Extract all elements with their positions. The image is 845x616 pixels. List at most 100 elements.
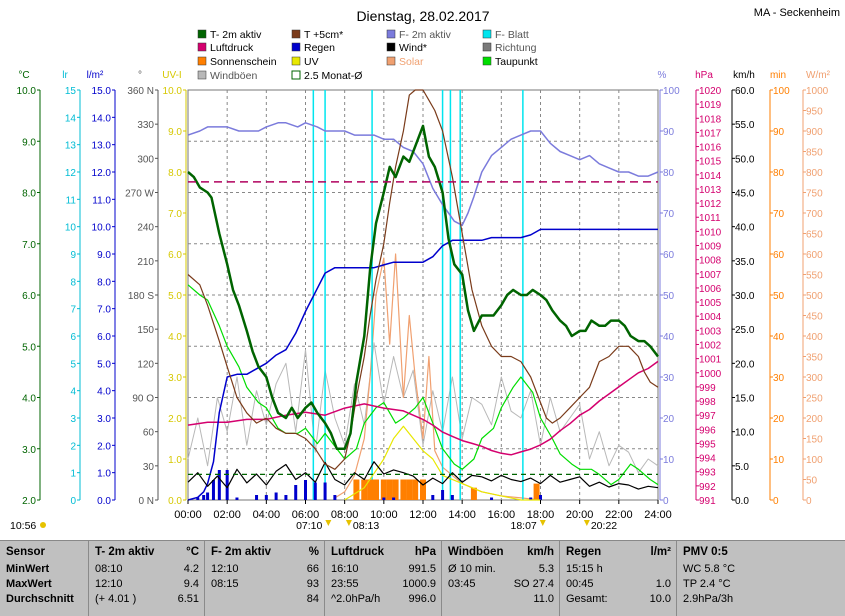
legend-swatch <box>197 56 207 66</box>
stats-header: Windböen km/h <box>448 546 554 561</box>
axis-tick-label: 20 <box>663 414 675 425</box>
axis-tick-label: 1.0 <box>168 455 182 466</box>
legend-label: Windböen <box>210 70 257 82</box>
axis-tick-label: 360 N <box>127 86 154 97</box>
series-line <box>344 425 541 501</box>
axis-tick-label: 850 <box>806 148 823 159</box>
axis-tick-label: 1008 <box>699 256 722 267</box>
axis-tick-label: 30 <box>663 373 675 384</box>
stats-cell-time: 00:45 <box>566 578 594 590</box>
axis-tick-label: 45.0 <box>735 189 755 200</box>
stats-cell-value: 6.51 <box>177 593 199 605</box>
axis-tick-label: 80 <box>773 168 785 179</box>
x-axis: 00:00 02:00 04:00 06:00 08:00 10:00 12:00 14:00… <box>174 500 672 521</box>
rain-bar <box>274 492 278 500</box>
legend-swatch <box>291 42 301 52</box>
axis-tick-label: 7 <box>70 305 76 316</box>
axis-tick-label: 200 <box>806 414 823 425</box>
axis-header: % <box>658 70 667 81</box>
stats-row: 08:15 93 <box>211 578 319 593</box>
legend-label: Sonnenschein <box>210 56 277 68</box>
axis-tick-label: 7.0 <box>97 305 111 316</box>
sunshine-bar <box>420 479 426 500</box>
stats-header-unit: l/m² <box>650 546 671 558</box>
legend-label: Taupunkt <box>495 56 538 68</box>
axis-tick-label: 90 <box>773 127 785 138</box>
axis-tick-label: 10.0 <box>92 223 112 234</box>
rain-bar <box>225 470 229 500</box>
x-tick-label: 20:00 <box>566 509 594 521</box>
axis-tick-label: 50 <box>773 291 785 302</box>
x-tick-label: 02:00 <box>213 509 241 521</box>
legend-swatch <box>386 29 396 39</box>
series-line <box>187 342 659 474</box>
sunshine-bar <box>386 479 393 500</box>
rain-bar <box>333 495 337 500</box>
grid <box>188 90 658 500</box>
stats-header-label: T- 2m aktiv <box>95 546 155 558</box>
axis-tick-label: 11 <box>66 195 77 206</box>
axis-tick-label: 998 <box>699 397 716 408</box>
stats-cell-time: (+ 4.01 ) <box>95 593 137 605</box>
axis-tick-label: 1018 <box>699 114 722 125</box>
rain-bar <box>284 495 288 500</box>
sunshine-bar <box>406 479 413 500</box>
stats-header: Luftdruck hPa <box>331 546 436 561</box>
axis-tick-label: 100 <box>663 86 680 97</box>
axis-tick-label: 60 <box>773 250 785 261</box>
series-line <box>187 228 658 501</box>
stats-cell-time: 12:10 <box>211 563 239 575</box>
stats-cell-time: ^2.0hPa/h <box>331 593 381 605</box>
sunshine-bar <box>470 487 477 500</box>
axis-tick-label: 0 <box>70 496 76 507</box>
axis-tick-label: 450 <box>806 312 823 323</box>
x-tick-label: 16:00 <box>488 509 516 521</box>
axis-tick-label: 5.0 <box>168 291 182 302</box>
stats-row: 84 <box>211 593 319 608</box>
axis-tick-label: 996 <box>699 425 716 436</box>
stats-cell-value: 27.4 <box>532 578 554 590</box>
x-tick-label: 24:00 <box>644 509 672 521</box>
axis-tick-label: 1000 <box>699 369 722 380</box>
series-line <box>187 360 659 456</box>
axis-tick-label: 1009 <box>699 242 722 253</box>
stats-column: Luftdruck hPa 16:10 991.5 23:55 1000.9 ^2.0hPa… <box>324 541 442 616</box>
axis-tick-label: 2 <box>70 441 76 452</box>
axis-tick-label: 6.0 <box>168 250 182 261</box>
axis-tick-label: 120 <box>137 359 154 370</box>
legend-swatch <box>291 29 301 39</box>
legend-swatch <box>386 56 396 66</box>
axis-tick-label: 30.0 <box>735 291 755 302</box>
legend-swatch <box>197 29 207 39</box>
axis-tick-label: 50.0 <box>735 154 755 165</box>
moon-time-label: 10:56 <box>10 520 36 532</box>
axis-header: min <box>770 70 786 81</box>
x-tick-label: 00:00 <box>174 509 202 521</box>
axis-tick-label: 30 <box>773 373 785 384</box>
series-line <box>187 124 659 451</box>
axis-tick-label: 991 <box>699 496 716 507</box>
axis-tick-label: 25.0 <box>735 325 755 336</box>
axis-tick-label: 1013 <box>699 185 722 196</box>
axis-tick-label: 8.0 <box>168 168 182 179</box>
axis-tick-label: 100 <box>806 455 823 466</box>
stats-row: MinWert <box>6 563 82 578</box>
sun-marker <box>583 520 590 526</box>
axis-tick-label: 0 <box>773 496 779 507</box>
axis-tick-label: 900 <box>806 127 823 138</box>
axis-tick-label: 0.0 <box>97 496 111 507</box>
axis-tick-label: 1017 <box>699 128 722 139</box>
axis-tick-label: 2.0 <box>168 414 182 425</box>
axis-tick-label: 210 <box>137 257 154 268</box>
sunshine-bar <box>380 479 387 500</box>
axis-tick-label: 90 <box>663 127 675 138</box>
axis-tick-label: 4.0 <box>97 387 111 398</box>
axis-tick-label: 4.0 <box>168 332 182 343</box>
stats-cell-value: 9.4 <box>183 578 199 590</box>
rain-bar <box>217 470 221 500</box>
axis-tick-label: 800 <box>806 168 823 179</box>
stats-row: Gesamt: 10.0 <box>566 593 671 608</box>
axis-tick-label: 6.0 <box>97 332 111 343</box>
axis-tick-label: 5.0 <box>97 359 111 370</box>
sun-time-label: 18:07 <box>511 520 537 532</box>
